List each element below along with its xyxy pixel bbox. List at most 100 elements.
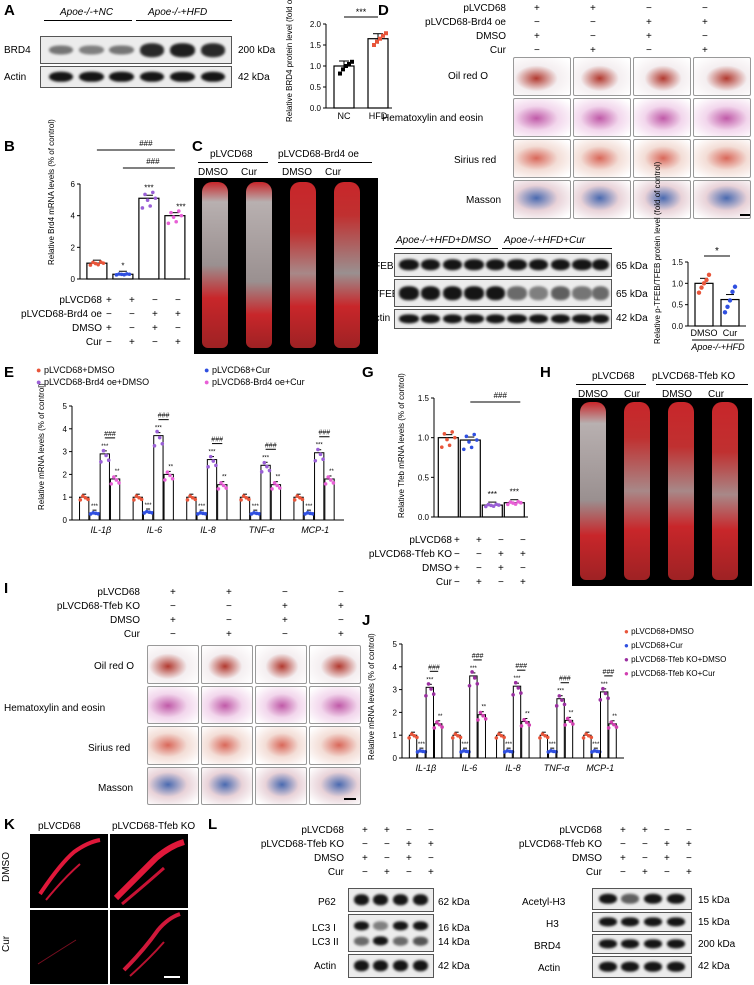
data-point	[560, 698, 564, 702]
data-point	[571, 722, 575, 726]
western-blot-p62	[348, 888, 434, 912]
data-point	[292, 498, 297, 502]
significance-label: ***	[505, 742, 513, 748]
condition-mark: +	[476, 577, 482, 588]
condition-mark: +	[454, 535, 460, 546]
data-point	[244, 495, 249, 500]
histology-section	[255, 726, 307, 765]
condition-label: pLVCD68-Tfeb KO	[260, 839, 344, 850]
data-point	[188, 494, 192, 498]
stain-label: Sirius red	[454, 155, 497, 166]
histology-section	[147, 766, 199, 805]
significance-label: ***	[592, 742, 600, 748]
condition-mark: −	[338, 615, 344, 626]
data-point	[524, 720, 529, 725]
data-point	[603, 691, 608, 696]
bar	[425, 686, 434, 759]
histology-section	[633, 98, 691, 137]
kda-label: 42 kDa	[238, 72, 270, 83]
significance-label: ***	[549, 742, 557, 748]
condition-table-d: pLVCD68 + + − − pLVCD68-Brd4 oe − − + + DMSO + − + − Cu…	[396, 2, 754, 60]
data-point	[472, 676, 477, 680]
bar	[333, 65, 355, 109]
condition-mark: −	[702, 31, 708, 42]
y-tick-label: 2.0	[310, 20, 322, 29]
data-point	[179, 213, 184, 218]
condition-mark: −	[702, 3, 708, 14]
condition-mark: −	[406, 867, 412, 878]
condition-mark: +	[476, 535, 482, 546]
condition-table-l-right: pLVCD68 + + − − pLVCD68-Tfeb KO − − + + DMSO + − + − Cu…	[482, 824, 692, 886]
x-tick-label: IL-6	[462, 763, 478, 773]
x-tick-label: IL-8	[200, 525, 216, 535]
x-tick-label: TNF-α	[544, 763, 570, 773]
data-point	[169, 210, 173, 215]
condition-mark: +	[384, 825, 390, 836]
y-tick-label: 1.5	[310, 41, 322, 50]
data-point	[467, 683, 472, 688]
y-tick-label: 6	[71, 180, 76, 189]
significance-label: ***	[176, 203, 185, 212]
y-tick-label: 3	[63, 448, 68, 457]
data-point	[137, 495, 141, 500]
fluorescence-image	[30, 834, 108, 908]
condition-mark: −	[534, 45, 540, 56]
data-point	[381, 33, 385, 38]
condition-mark: −	[152, 295, 158, 306]
significance-label: ***	[316, 443, 324, 449]
data-point	[298, 495, 302, 500]
condition-table-b: pLVCD68 + + − − pLVCD68-Brd4 oe − − + + DMSO + − + − Cu…	[0, 294, 196, 354]
x-tick-label: IL-8	[505, 763, 521, 773]
y-tick-label: 2	[393, 708, 398, 717]
histology-section	[573, 139, 631, 178]
y-tick-label: 0.5	[418, 473, 430, 482]
histology-section	[255, 645, 307, 684]
data-point	[152, 443, 157, 448]
condition-mark: −	[384, 839, 390, 850]
data-point	[727, 298, 733, 303]
histology-section	[201, 685, 253, 724]
y-axis-label: Relative mRNA levels (% of control)	[37, 383, 46, 510]
condition-mark: −	[664, 867, 670, 878]
data-point	[609, 720, 614, 724]
data-point	[313, 459, 318, 463]
condition-mark: −	[642, 839, 648, 850]
bar	[600, 691, 609, 759]
kda-label: 42 kDa	[698, 961, 730, 972]
y-tick-label: 4	[63, 425, 68, 434]
significance-label: ***	[513, 676, 521, 682]
significance-label: ###	[515, 663, 527, 670]
data-point	[581, 736, 586, 740]
data-point	[478, 710, 483, 715]
data-point	[117, 481, 121, 485]
condition-label: DMSO	[314, 853, 344, 864]
bar	[153, 435, 164, 521]
condition-label: Cur	[585, 867, 602, 878]
column-label: pLVCD68	[38, 821, 81, 832]
x-tick-label: MCP-1	[301, 525, 329, 535]
significance-label: ###	[146, 157, 160, 166]
y-tick-label: 0.5	[672, 301, 684, 310]
data-point	[166, 221, 171, 226]
data-point	[134, 494, 139, 498]
condition-mark: −	[520, 535, 526, 546]
significance-label: ***	[557, 689, 565, 695]
significance-label: **	[612, 714, 617, 720]
y-tick-label: 0	[63, 516, 68, 525]
significance-label: ***	[252, 504, 260, 510]
data-point	[331, 481, 336, 485]
blot-row-label: TFEB	[368, 261, 394, 272]
condition-label: Cur	[123, 629, 140, 640]
significance-label: *	[121, 261, 124, 270]
histology-section	[255, 766, 307, 805]
x-tick-label: MCP-1	[586, 763, 614, 773]
condition-mark: +	[338, 601, 344, 612]
data-point	[145, 198, 150, 202]
data-point	[259, 470, 264, 474]
data-point	[540, 732, 545, 736]
data-point	[106, 458, 111, 463]
condition-label: pLVCD68-Tfeb KO	[56, 601, 140, 612]
kda-label: 42 kDa	[616, 313, 648, 324]
condition-label: pLVCD68	[59, 295, 102, 306]
data-point	[257, 512, 261, 516]
